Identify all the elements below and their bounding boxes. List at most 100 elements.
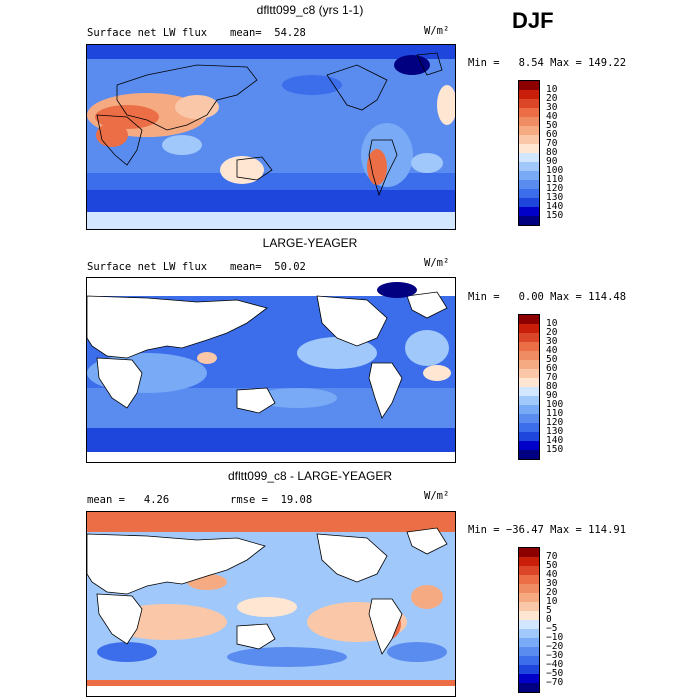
colorbar-swatch: [519, 432, 539, 441]
colorbar-tick-label: 80: [546, 380, 558, 392]
colorbar-tick-label: 60: [546, 128, 558, 140]
colorbar-tick-label: 10: [546, 317, 558, 329]
colorbar-tick-label: 110: [546, 407, 564, 419]
colorbar-swatch: [519, 602, 539, 611]
colorbar-swatch: [519, 378, 539, 387]
panel-3-map-field: [87, 512, 455, 696]
colorbar-swatch: [519, 99, 539, 108]
colorbar-swatch: [519, 342, 539, 351]
colorbar-tick-label: −5: [546, 622, 558, 634]
panel-1-colorbar: [518, 80, 540, 226]
colorbar-tick-label: 150: [546, 209, 564, 221]
colorbar-swatch: [519, 207, 539, 216]
colorbar-swatch: [519, 81, 539, 90]
colorbar-swatch: [519, 656, 539, 665]
colorbar-tick-label: 50: [546, 559, 558, 571]
colorbar-swatch: [519, 117, 539, 126]
colorbar-tick-label: 70: [546, 137, 558, 149]
colorbar-tick-label: 120: [546, 416, 564, 428]
colorbar-swatch: [519, 324, 539, 333]
panel-3-minmax-label: Min = −36.47 Max = 114.91: [468, 524, 627, 536]
colorbar-tick-label: 150: [546, 443, 564, 455]
panel-1-variable-label: Surface net LW flux: [87, 27, 208, 39]
colorbar-tick-label: 50: [546, 119, 558, 131]
panel-2-variable-label: Surface net LW flux: [87, 261, 208, 273]
colorbar-swatch: [519, 333, 539, 342]
colorbar-tick-label: 40: [546, 568, 558, 580]
season-label: DJF: [512, 8, 554, 33]
panel-2-minmax-label: Min = 0.00 Max = 114.48: [468, 291, 627, 303]
colorbar-tick-label: −10: [546, 631, 564, 643]
colorbar-swatch: [519, 162, 539, 171]
colorbar-tick-label: 130: [546, 425, 564, 437]
colorbar-swatch: [519, 611, 539, 620]
colorbar-tick-label: −20: [546, 640, 564, 652]
colorbar-tick-label: 90: [546, 155, 558, 167]
panel-3-rmse-label: rmse = 19.08: [230, 494, 313, 506]
panel-2-colorbar: [518, 314, 540, 460]
colorbar-swatch: [519, 189, 539, 198]
colorbar-swatch: [519, 566, 539, 575]
colorbar-tick-label: 50: [546, 353, 558, 365]
colorbar-tick-label: 110: [546, 173, 564, 185]
panel-1-map-field: [87, 45, 455, 229]
colorbar-swatch: [519, 180, 539, 189]
colorbar-tick-label: −50: [546, 667, 564, 679]
colorbar-swatch: [519, 450, 539, 459]
panel-1-title: dfltt099_c8 (yrs 1-1): [256, 3, 364, 17]
colorbar-swatch: [519, 144, 539, 153]
colorbar-tick-label: 90: [546, 389, 558, 401]
colorbar-swatch: [519, 629, 539, 638]
colorbar-swatch: [519, 369, 539, 378]
colorbar-tick-label: 0: [546, 613, 552, 625]
colorbar-tick-label: 70: [546, 550, 558, 562]
panel-3-unit-label: W/m²: [424, 490, 450, 502]
panel-3-colorbar: [518, 547, 540, 693]
panel-2-mean-label: mean= 50.02: [230, 261, 306, 273]
colorbar-swatch: [519, 593, 539, 602]
colorbar-tick-label: 70: [546, 371, 558, 383]
colorbar-tick-label: 5: [546, 604, 552, 616]
colorbar-swatch: [519, 126, 539, 135]
colorbar-tick-label: −40: [546, 658, 564, 670]
colorbar-swatch: [519, 620, 539, 629]
panel-1-unit-label: W/m²: [424, 25, 450, 37]
panel-1-colorbar-labels: 150 140 130 120 110 100 90 80 70 60 50 40 30 20 10: [546, 80, 606, 224]
colorbar-tick-label: 140: [546, 434, 564, 446]
colorbar-tick-label: 120: [546, 182, 564, 194]
panel-2-unit-label: W/m²: [424, 257, 450, 269]
colorbar-swatch: [519, 90, 539, 99]
colorbar-swatch: [519, 548, 539, 557]
colorbar-tick-label: 80: [546, 146, 558, 158]
colorbar-swatch: [519, 153, 539, 162]
colorbar-tick-label: 20: [546, 326, 558, 338]
panel-2-colorbar-labels: 150 140 130 120 110 100 90 80 70 60 50 40 30 20 10: [546, 314, 606, 458]
panel-3-mean-label: mean = 4.26: [87, 494, 170, 506]
panel-3-colorbar-labels: −70 −50 −40 −30 −20 −10 −5 0 5 10 20 30 40 50 70: [546, 547, 606, 691]
colorbar-tick-label: 40: [546, 110, 558, 122]
colorbar-swatch: [519, 584, 539, 593]
colorbar-swatch: [519, 405, 539, 414]
colorbar-swatch: [519, 171, 539, 180]
colorbar-swatch: [519, 665, 539, 674]
colorbar-swatch: [519, 351, 539, 360]
colorbar-swatch: [519, 315, 539, 324]
colorbar-tick-label: 30: [546, 335, 558, 347]
colorbar-tick-label: 10: [546, 595, 558, 607]
panel-2-map-field: [87, 278, 455, 462]
colorbar-swatch: [519, 216, 539, 225]
colorbar-swatch: [519, 387, 539, 396]
colorbar-swatch: [519, 108, 539, 117]
panel-1-mean-label: mean= 54.28: [230, 27, 306, 39]
colorbar-tick-label: 20: [546, 92, 558, 104]
colorbar-swatch: [519, 360, 539, 369]
panel-2-title: LARGE-YEAGER: [262, 236, 358, 250]
colorbar-swatch: [519, 396, 539, 405]
colorbar-swatch: [519, 674, 539, 683]
panel-3-title: dfltt099_c8 - LARGE-YEAGER: [227, 469, 393, 483]
colorbar-tick-label: 140: [546, 200, 564, 212]
colorbar-swatch: [519, 135, 539, 144]
colorbar-tick-label: 30: [546, 101, 558, 113]
colorbar-tick-label: 100: [546, 164, 564, 176]
colorbar-tick-label: 130: [546, 191, 564, 203]
